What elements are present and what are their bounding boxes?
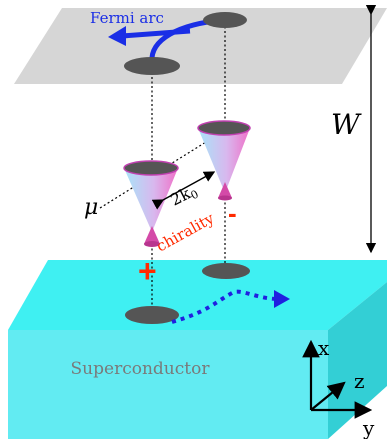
superconductor-label: Superconductor [71,359,211,379]
two-k0-main: 2k [167,183,194,209]
cone-minus-body [198,128,250,193]
cone-plus-top [123,160,179,176]
fermi-arc-arrowhead [108,26,126,46]
axis-z-label: z [354,369,365,393]
superconductor-top-face [8,260,387,330]
cone-minus-lower-base [218,195,232,201]
cone-plus-lower-base [144,241,160,247]
two-k0-label: 2k0 [167,180,200,211]
fermi-arc-arrow-shaft [121,28,191,39]
axis-x-label: x [318,336,330,360]
cone-plus-lower [144,226,160,244]
cone-minus-lower [218,182,232,198]
axis-z-arrow [310,381,346,411]
coordinate-axes: x z y [302,336,375,439]
top-surface-plane [14,8,387,84]
weyl-cone-minus [197,120,251,201]
chirality-label: chirality [153,209,217,256]
cone-minus-top [197,120,251,136]
top-node-left [124,57,180,75]
top-node-right [203,12,247,28]
superconductor-side-face [328,282,387,439]
superconductor-front-face [8,330,328,439]
width-label: W [331,108,362,141]
bottom-node-left [125,306,179,324]
mu-dashed-line [99,131,223,209]
fermi-arc-label: Fermi arc [90,9,164,27]
surface-state-arrowhead [274,290,290,308]
chirality-plus-sign: + [138,253,157,289]
mu-label: μ [84,195,98,220]
superconductor-slab [8,260,387,439]
bottom-node-right [202,263,250,279]
axis-y-label: y [362,416,375,439]
chirality-minus-sign: - [228,198,237,228]
two-k0-arrow [151,171,216,210]
